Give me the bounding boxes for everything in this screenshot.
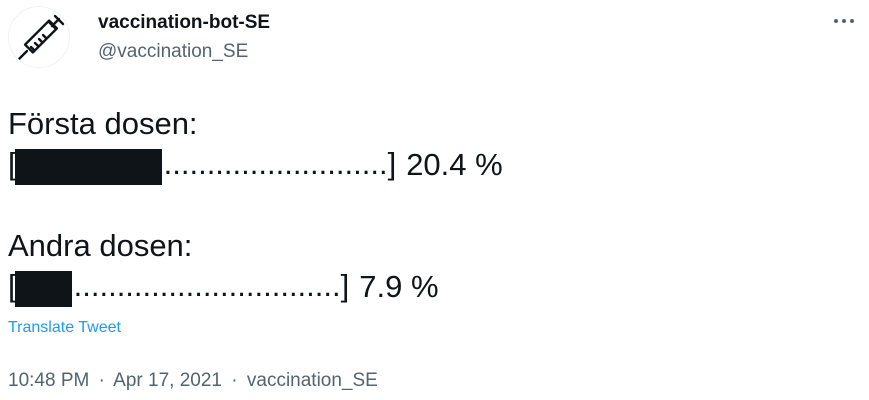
dose2-bar-dots: ............................... xyxy=(73,268,341,303)
dose2-label: Andra dosen: xyxy=(8,228,193,263)
dose2-bar-close: ] xyxy=(340,268,350,303)
tweet-source[interactable]: vaccination_SE xyxy=(246,370,378,391)
tweet-metadata: 10:48 PM · Apr 17, 2021 · vaccination_SE xyxy=(8,369,378,393)
dose2-progress: [...............................] 7.9 % xyxy=(8,266,848,308)
dose2-progress-track: [...............................] xyxy=(8,266,349,308)
dose1-progress-track: [..........................] xyxy=(8,144,396,186)
tweet-timestamp-time[interactable]: 10:48 PM xyxy=(8,370,90,391)
dose1-label: Första dosen: xyxy=(8,106,198,141)
author-display-name[interactable]: vaccination-bot-SE xyxy=(98,12,271,33)
dose1-bar-open: [ xyxy=(8,146,17,181)
dose2-progress-fill xyxy=(15,271,72,307)
translate-tweet-link[interactable]: Translate Tweet xyxy=(8,319,121,336)
tweet-timestamp-date[interactable]: Apr 17, 2021 xyxy=(113,370,222,391)
blank-line xyxy=(8,186,848,226)
dose2-bar-open: [ xyxy=(8,268,17,303)
tweet-text: Första dosen: [.........................… xyxy=(8,104,848,308)
dose2-percentage: 7.9 % xyxy=(359,269,439,304)
dose1-progress-fill xyxy=(15,149,162,185)
syringe-icon xyxy=(16,14,65,62)
author-handle[interactable]: @vaccination_SE xyxy=(98,41,249,62)
more-dots-icon xyxy=(834,19,854,23)
dose1-progress: [..........................] 20.4 % xyxy=(8,144,848,186)
more-options-button[interactable] xyxy=(826,10,862,32)
dose1-percentage: 20.4 % xyxy=(406,147,503,182)
meta-separator: · xyxy=(98,370,105,391)
dose1-bar-dots: .......................... xyxy=(163,146,388,181)
dose1-bar-close: ] xyxy=(387,146,397,181)
avatar[interactable] xyxy=(8,6,70,68)
meta-separator-2: · xyxy=(231,370,238,391)
